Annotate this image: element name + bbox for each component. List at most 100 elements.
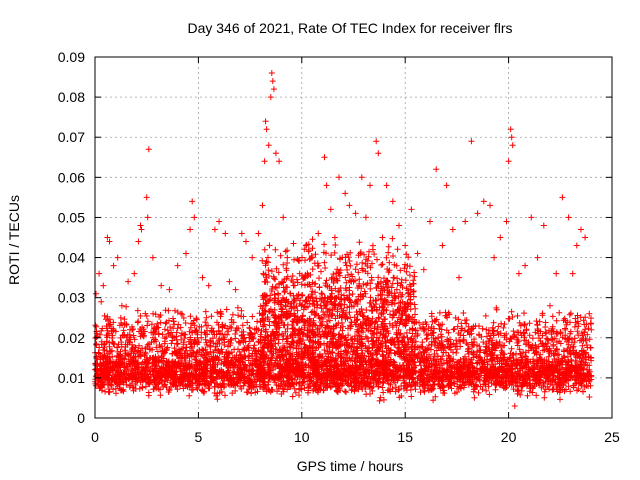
data-point [170,315,176,322]
data-point [553,317,560,324]
data-point [454,323,461,330]
data-point [541,394,548,401]
data-point [168,340,175,347]
data-point [245,347,252,354]
data-point [485,327,492,334]
data-point [468,339,475,346]
data-point [421,328,427,334]
data-point [105,330,112,337]
data-point [93,341,100,347]
data-point [179,311,186,318]
data-point [579,355,586,362]
data-point [395,345,402,352]
data-point [210,349,217,356]
data-point [579,332,586,339]
data-point [482,312,489,319]
data-point [203,339,210,346]
data-point [482,343,489,350]
data-point [545,327,552,334]
data-point [114,344,121,351]
data-point [542,324,549,330]
data-point [471,394,478,401]
data-point [561,348,568,355]
data-point [557,330,564,337]
data-point [144,322,151,329]
data-point [425,344,432,351]
data-point [443,312,450,319]
data-point [588,315,594,322]
data-point [249,313,256,320]
data-point [191,322,198,329]
data-point [412,386,419,393]
data-point [523,327,530,334]
data-point [289,393,296,400]
data-point [232,387,239,394]
data-point [474,348,481,355]
data-point [138,328,145,335]
data-point [227,340,234,346]
data-point [581,329,587,336]
data-point [103,338,110,345]
data-point [500,324,507,331]
data-point [214,319,220,326]
data-point [401,333,408,340]
data-point [157,319,164,326]
data-point [436,309,443,316]
data-point [514,329,521,336]
data-point [121,347,128,354]
data-point [228,325,235,331]
data-point [145,392,152,399]
data-point [439,341,446,348]
data-point [377,394,384,401]
data-point [581,321,588,328]
data-point [409,326,416,332]
data-point [551,352,558,359]
data-point [198,323,205,330]
data-point [412,344,419,351]
data-point [95,349,102,356]
data-point [180,341,187,348]
data-point [142,345,149,352]
data-point [162,320,169,327]
data-point [190,349,197,356]
data-point [494,328,501,335]
data-point [536,335,542,342]
data-point [514,339,521,346]
data-point [450,326,457,333]
data-point [476,353,483,360]
data-point [228,336,235,343]
data-point [408,393,415,400]
data-point [424,335,431,342]
data-point [210,328,217,335]
data-point [246,324,253,331]
data-point [436,340,443,347]
data-point [302,257,308,264]
data-point [437,331,444,338]
data-point [173,349,179,356]
data-point [546,350,553,356]
data-point [267,356,274,363]
data-point [316,275,322,282]
data-point [161,326,168,333]
data-point [522,353,529,360]
data-point [521,337,528,344]
data-point [115,341,122,348]
data-point [216,350,223,357]
data-point [181,335,188,342]
data-point [156,313,163,320]
data-point [178,310,184,317]
data-point [349,351,356,358]
data-point [301,353,308,359]
data-point [533,318,540,325]
data-point [101,312,108,319]
data-point [475,389,482,396]
data-point [380,396,387,403]
data-point [550,328,557,335]
data-point [444,338,450,345]
data-point [343,389,349,396]
data-point [572,319,579,326]
data-point [212,343,219,350]
data-point [110,340,117,347]
data-point [503,336,510,343]
data-point [498,320,505,327]
